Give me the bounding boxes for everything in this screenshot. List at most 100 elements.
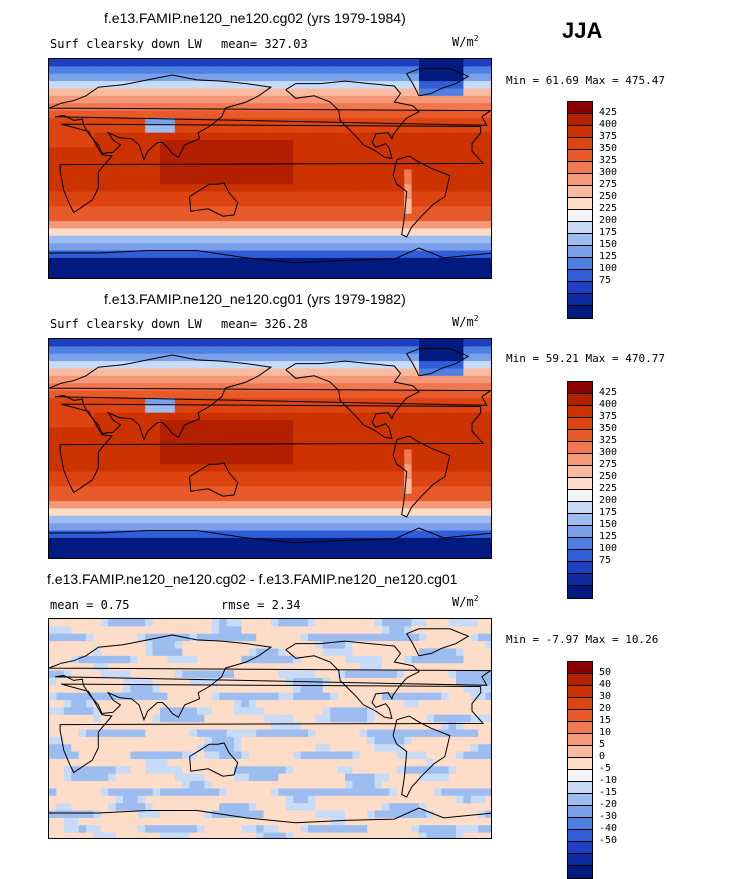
map-cell: [123, 110, 131, 119]
map-cell: [86, 641, 94, 650]
map-cell: [367, 427, 376, 436]
map-cell: [78, 176, 87, 185]
map-cell: [63, 110, 72, 119]
map-cell: [108, 257, 117, 266]
map-cell: [330, 486, 339, 495]
map-cell: [182, 117, 191, 126]
map-cell: [145, 508, 154, 517]
map-cell: [345, 670, 353, 679]
map-cell: [182, 545, 191, 554]
map-cell: [367, 766, 376, 775]
map-cell: [389, 110, 398, 119]
map-cell: [389, 508, 398, 517]
map-cell: [330, 346, 339, 355]
map-cell: [315, 478, 324, 487]
map-cell: [285, 59, 294, 67]
map-cell: [271, 184, 279, 193]
map-cell: [396, 213, 405, 222]
map-cell: [189, 66, 198, 75]
map-cell: [345, 427, 353, 436]
map-cell: [71, 729, 80, 738]
map-cell: [63, 449, 72, 458]
map-cell: [145, 375, 154, 384]
map-cell: [433, 493, 442, 502]
map-cell: [78, 523, 87, 532]
map-cell: [374, 744, 383, 753]
map-cell: [470, 420, 479, 428]
map-cell: [419, 66, 427, 75]
map-cell: [426, 140, 435, 148]
map-cell: [93, 449, 102, 458]
map-cell: [93, 501, 102, 510]
map-cell: [470, 633, 479, 642]
map-cell: [123, 375, 131, 384]
map-cell: [433, 117, 442, 126]
map-cell: [308, 213, 316, 222]
map-cell: [396, 235, 405, 244]
map-cell: [204, 383, 213, 392]
map-cell: [100, 250, 109, 259]
map-cell: [137, 117, 146, 126]
map-cell: [315, 545, 324, 554]
map-cell: [204, 619, 213, 627]
map-cell: [315, 552, 324, 558]
map-cell: [78, 375, 87, 384]
map-cell: [300, 729, 309, 738]
map-cell: [137, 670, 146, 679]
map-cell: [100, 486, 109, 495]
map-cell: [485, 692, 491, 701]
map-cell: [485, 213, 491, 222]
map-cell: [226, 361, 235, 370]
map-cell: [448, 110, 457, 119]
map-cell: [63, 552, 72, 558]
map-cell: [389, 456, 398, 465]
map-cell: [115, 552, 124, 558]
map-cell: [63, 655, 72, 664]
map-cell: [234, 648, 242, 657]
map-cell: [152, 397, 161, 406]
map-cell: [382, 692, 390, 701]
map-cell: [419, 515, 427, 524]
map-cell: [271, 368, 279, 377]
map-cell: [226, 501, 235, 510]
map-cell: [293, 184, 302, 193]
map-cell: [396, 449, 405, 458]
map-cell: [174, 176, 183, 185]
map-cell: [345, 619, 353, 627]
map-cell: [308, 66, 316, 75]
map-cell: [382, 397, 390, 406]
map-cell: [389, 125, 398, 134]
map-cell: [189, 125, 198, 134]
map-cell: [108, 339, 117, 347]
map-cell: [404, 383, 413, 392]
map-cell: [300, 198, 309, 207]
map-cell: [63, 383, 72, 392]
map-cell: [108, 103, 117, 112]
map-cell: [71, 265, 80, 274]
map-cell: [256, 176, 265, 185]
map-cell: [234, 221, 242, 230]
map-cell: [330, 265, 339, 274]
map-cell: [300, 361, 309, 370]
map-cell: [137, 729, 146, 738]
map-cell: [174, 773, 183, 782]
map-cell: [367, 648, 376, 657]
map-cell: [426, 265, 435, 274]
map-cell: [352, 346, 361, 355]
map-cell: [123, 339, 131, 347]
map-cell: [485, 722, 491, 731]
map-cell: [226, 103, 235, 112]
map-cell: [234, 677, 242, 686]
map-cell: [182, 442, 191, 451]
map-cell: [263, 545, 272, 554]
map-cell: [182, 125, 191, 134]
map-cell: [367, 707, 376, 716]
map-cell: [197, 744, 205, 753]
map-cell: [470, 132, 479, 141]
map-cell: [315, 427, 324, 436]
map-cell: [308, 73, 316, 82]
map-cell: [78, 655, 87, 664]
map-cell: [174, 736, 183, 745]
map-cell: [174, 744, 183, 753]
map-cell: [374, 523, 383, 532]
